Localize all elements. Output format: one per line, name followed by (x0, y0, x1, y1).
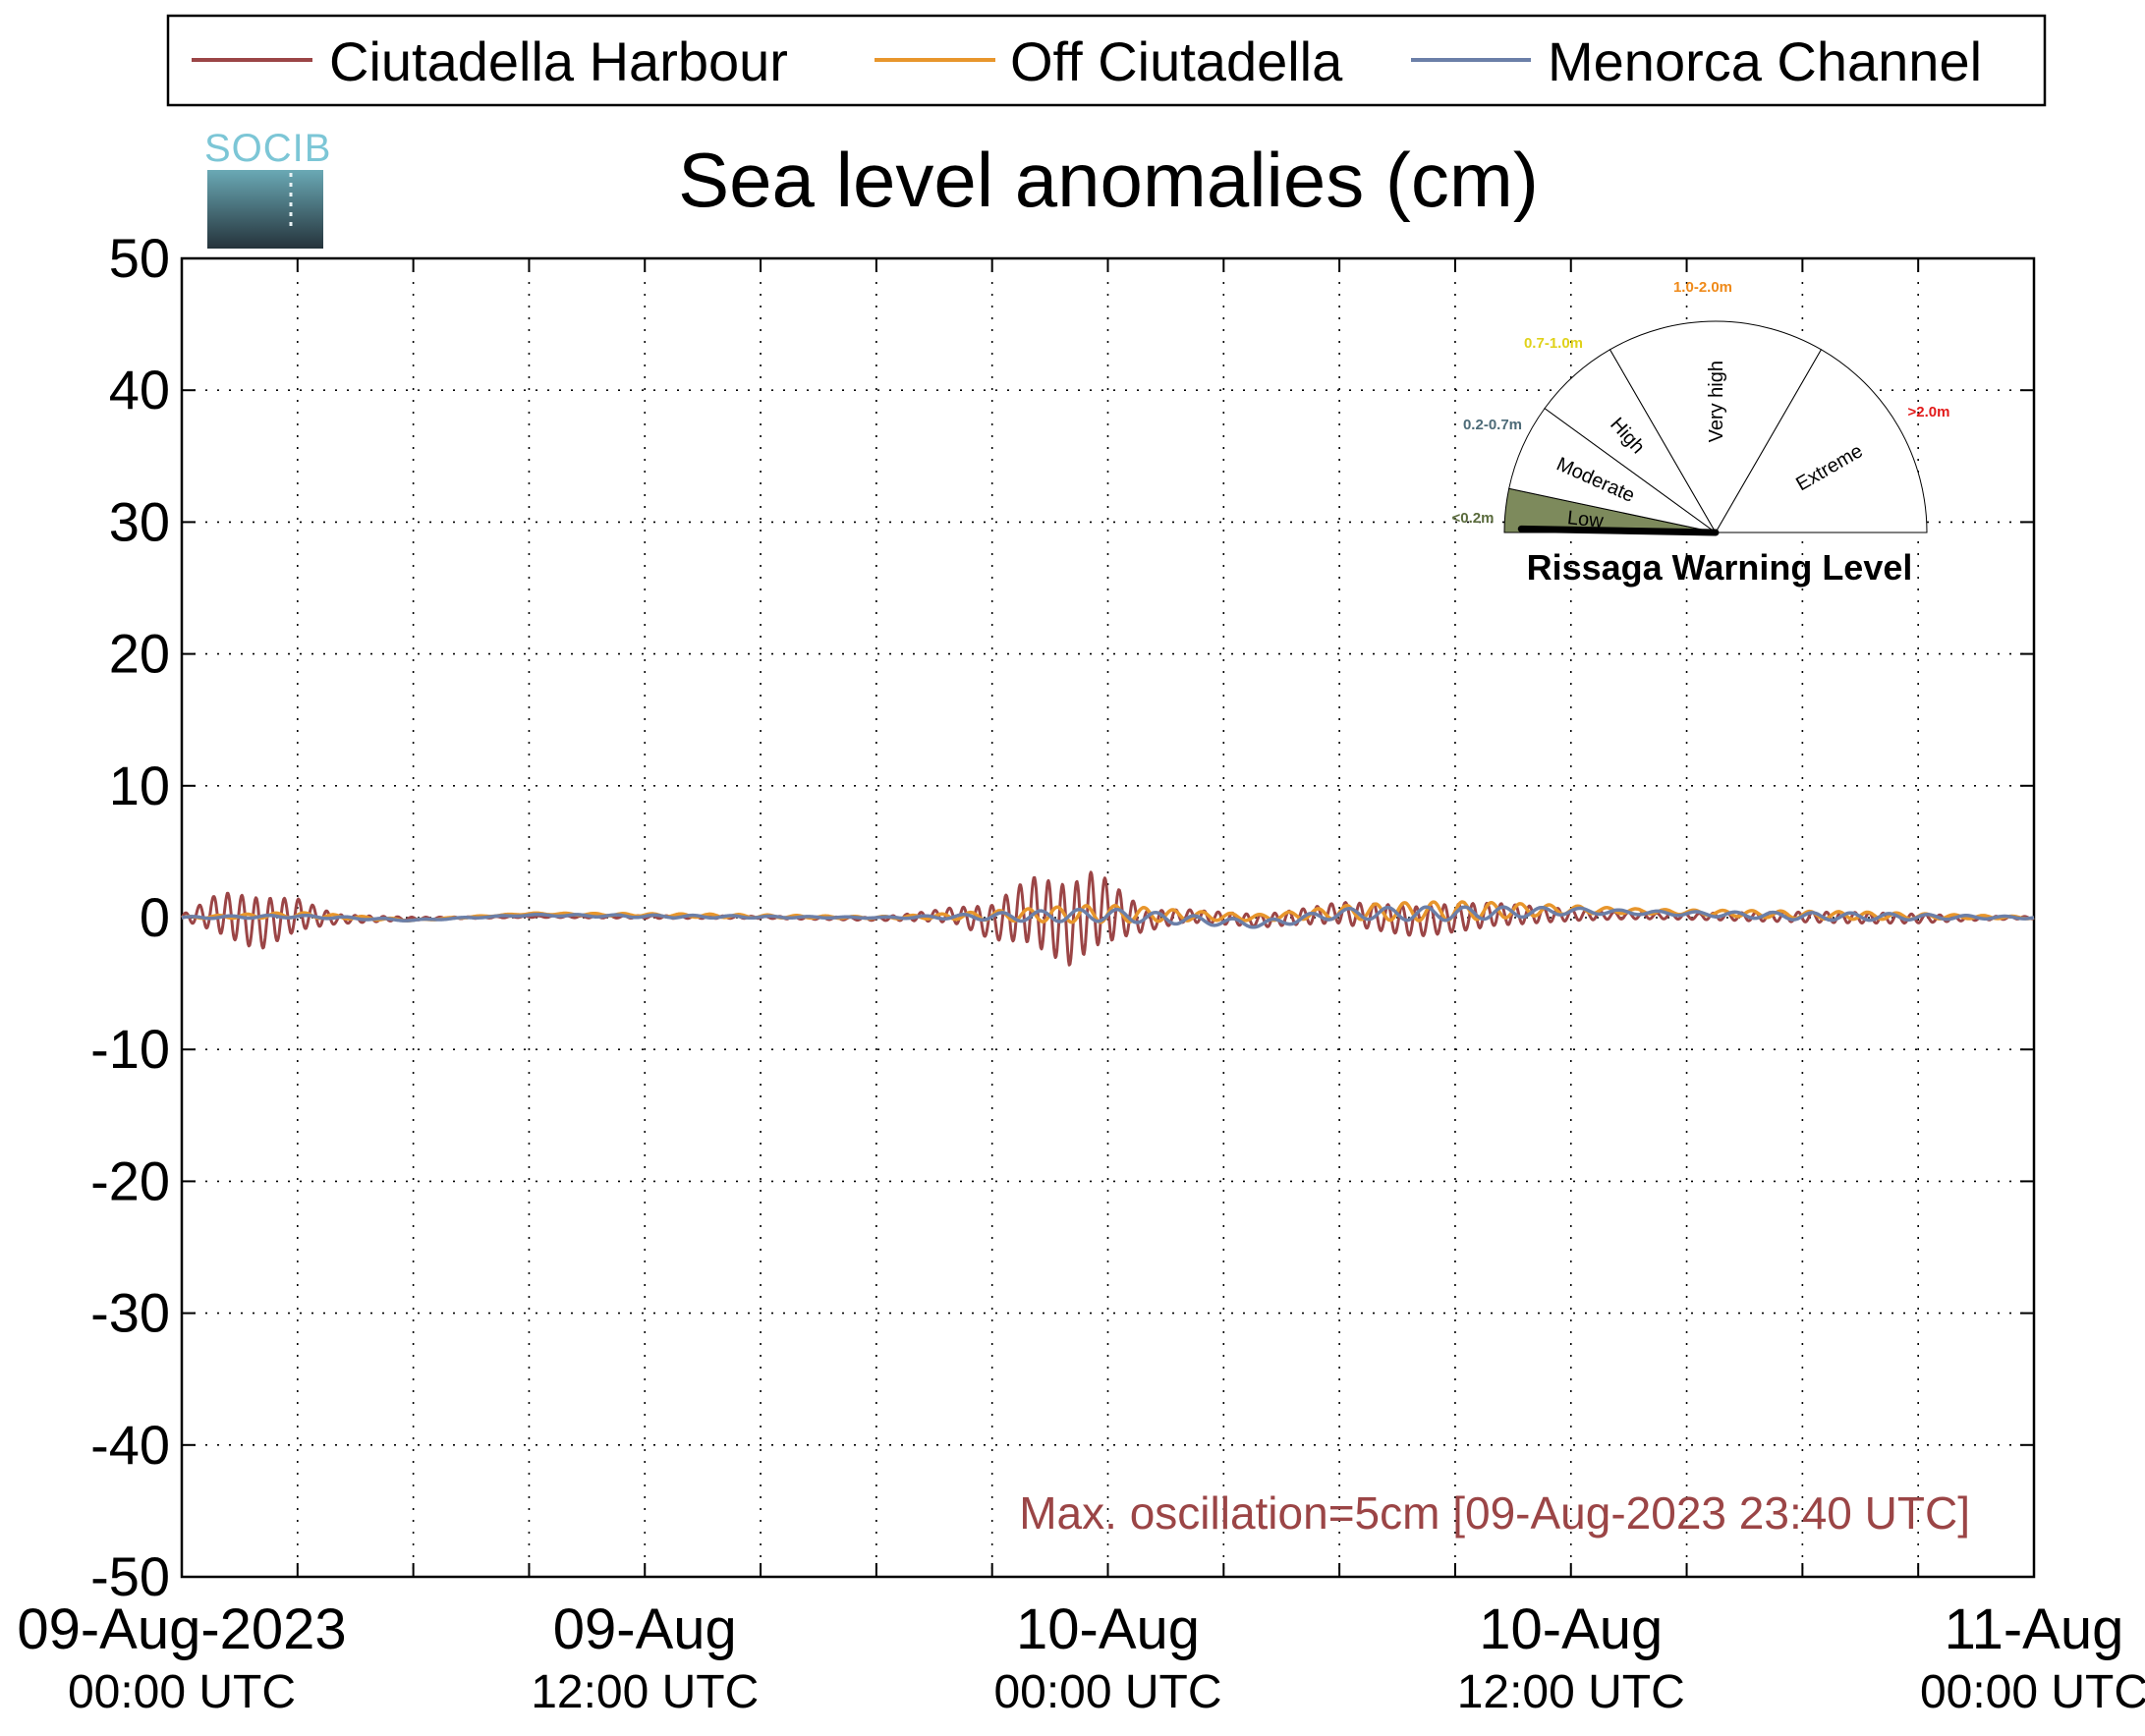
y-tick-label: 50 (109, 227, 170, 289)
y-tick-label: 20 (109, 623, 170, 685)
legend-label-1: Off Ciutadella (1010, 30, 1343, 92)
y-tick-label: -20 (90, 1149, 170, 1211)
gauge-title: Rissaga Warning Level (1527, 547, 1913, 588)
legend: Ciutadella Harbour Off Ciutadella Menorc… (166, 14, 2047, 107)
x-tick-label: 09-Aug (553, 1597, 737, 1661)
y-axis: 50 40 30 20 10 0 -10 -20 -30 -40 -50 (90, 227, 170, 1607)
logo-block (207, 170, 323, 249)
y-tick-label: -40 (90, 1414, 170, 1476)
legend-label-0: Ciutadella Harbour (329, 30, 788, 92)
gauge-range-label: 0.2-0.7m (1463, 417, 1522, 433)
gauge-sector-extreme (1715, 349, 1928, 533)
series-lines (180, 870, 2035, 967)
logo-text: SOCIB (204, 127, 331, 170)
x-tick-sublabel: 00:00 UTC (1920, 1666, 2145, 1718)
x-tick-label: 10-Aug (1016, 1597, 1200, 1661)
x-tick-label: 10-Aug (1479, 1597, 1663, 1661)
x-tick-sublabel: 12:00 UTC (1457, 1666, 1685, 1718)
series-line-menorca-channel (181, 905, 2035, 929)
gauge-range-label: 0.7-1.0m (1524, 335, 1583, 352)
x-tick-label: 11-Aug (1945, 1597, 2124, 1661)
legend-label-2: Menorca Channel (1548, 30, 1982, 92)
y-tick-label: 30 (109, 490, 170, 552)
gauge-range-label: <0.2m (1452, 510, 1495, 527)
legend-box (166, 14, 2047, 107)
y-tick-label: -50 (90, 1545, 170, 1607)
y-tick-label: -30 (90, 1282, 170, 1344)
y-tick-label: -10 (90, 1018, 170, 1080)
y-tick-label: 0 (140, 886, 170, 948)
x-tick-sublabel: 00:00 UTC (993, 1666, 1221, 1718)
max-oscillation-note: Max. oscillation=5cm [09-Aug-2023 23:40 … (1019, 1487, 1970, 1539)
gauge-level-label: Very high (1706, 361, 1727, 442)
rissaga-gauge: Rissaga Warning Level Low<0.2mModerate0.… (1452, 279, 1950, 588)
gauge-range-label: >2.0m (1908, 404, 1950, 420)
x-tick-sublabel: 00:00 UTC (68, 1666, 296, 1718)
gauge-needle (1517, 525, 1720, 536)
chart-title: Sea level anomalies (cm) (678, 137, 1539, 223)
y-tick-label: 10 (109, 755, 170, 816)
gauge-sector-very-high (1609, 320, 1823, 533)
x-tick-label: 09-Aug-2023 (17, 1597, 346, 1661)
y-tick-label: 40 (109, 359, 170, 420)
gauge-range-label: 1.0-2.0m (1673, 279, 1732, 296)
socib-logo: SOCIB (204, 127, 331, 249)
x-tick-sublabel: 12:00 UTC (531, 1666, 759, 1718)
